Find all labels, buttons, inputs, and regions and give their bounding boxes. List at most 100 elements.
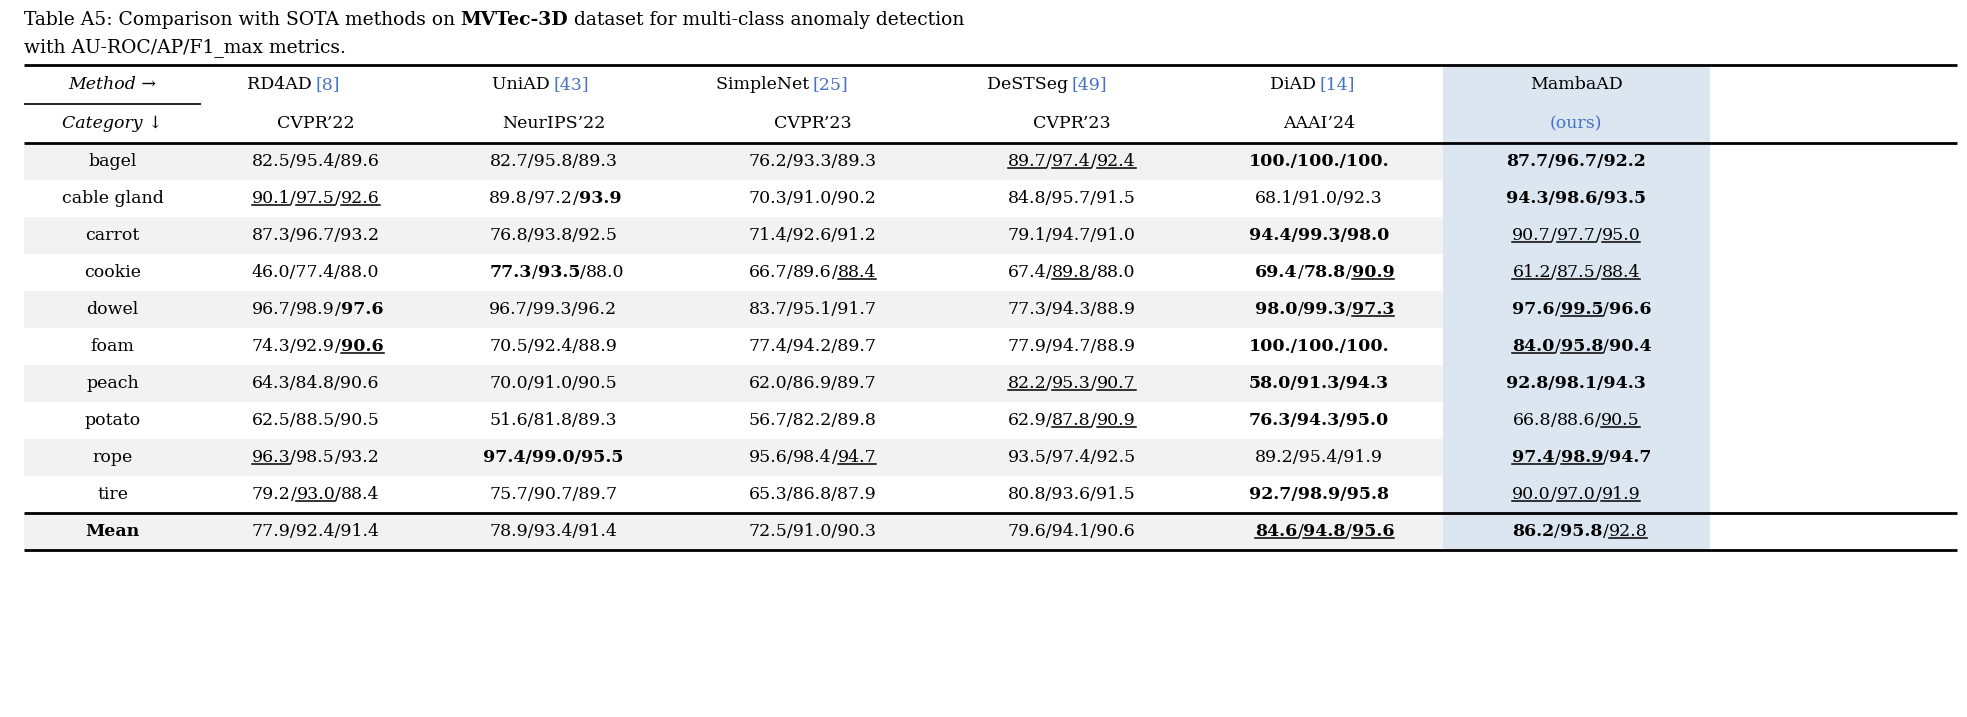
Text: /: / — [334, 449, 340, 466]
Text: 76.2/93.3/89.3: 76.2/93.3/89.3 — [747, 153, 877, 170]
Text: /: / — [1595, 486, 1601, 503]
Text: UniAD: UniAD — [492, 76, 553, 93]
Text: 70.3/91.0/90.2: 70.3/91.0/90.2 — [749, 190, 877, 207]
Text: 98.9: 98.9 — [1560, 449, 1603, 466]
Text: 58.0/91.3/94.3: 58.0/91.3/94.3 — [1249, 375, 1389, 392]
Text: /: / — [1298, 301, 1304, 318]
Text: 90.1: 90.1 — [252, 190, 291, 207]
Text: 98.5: 98.5 — [297, 449, 334, 466]
Text: 94.7: 94.7 — [1609, 449, 1652, 466]
Text: 87.3/96.7/93.2: 87.3/96.7/93.2 — [252, 227, 380, 244]
Text: /: / — [787, 449, 793, 466]
Bar — [1444, 254, 1709, 291]
Text: 82.2: 82.2 — [1007, 375, 1046, 392]
Text: 97.6: 97.6 — [1513, 301, 1554, 318]
Bar — [24, 291, 1444, 328]
Text: /: / — [291, 486, 297, 503]
Bar — [1444, 65, 1709, 143]
Text: 64.3/84.8/90.6: 64.3/84.8/90.6 — [252, 375, 380, 392]
Text: CVPR’22: CVPR’22 — [277, 115, 354, 132]
Text: /: / — [334, 301, 340, 318]
Text: 56.7/82.2/89.8: 56.7/82.2/89.8 — [749, 412, 877, 429]
Text: /: / — [1345, 301, 1351, 318]
Text: CVPR’23: CVPR’23 — [773, 115, 852, 132]
Text: 93.5/97.4/92.5: 93.5/97.4/92.5 — [1007, 449, 1135, 466]
Text: 65.3/86.8/87.9: 65.3/86.8/87.9 — [749, 486, 877, 503]
Text: 89.8: 89.8 — [490, 190, 527, 207]
Text: /: / — [334, 190, 340, 207]
Text: potato: potato — [85, 412, 142, 429]
Text: 62.9: 62.9 — [1007, 412, 1046, 429]
Text: RD4AD: RD4AD — [248, 76, 315, 93]
Text: 93.9: 93.9 — [578, 190, 622, 207]
Text: 97.6: 97.6 — [340, 301, 384, 318]
Text: /: / — [1046, 375, 1052, 392]
Text: 51.6/81.8/89.3: 51.6/81.8/89.3 — [490, 412, 618, 429]
Text: /: / — [1345, 264, 1351, 281]
Text: /: / — [1603, 449, 1609, 466]
Bar — [1444, 439, 1709, 476]
Text: /: / — [1595, 264, 1601, 281]
Text: 89.2/95.4/91.9: 89.2/95.4/91.9 — [1255, 449, 1383, 466]
Text: 97.7: 97.7 — [1556, 227, 1595, 244]
Text: /: / — [787, 264, 793, 281]
Text: 94.3/98.6/93.5: 94.3/98.6/93.5 — [1507, 190, 1646, 207]
Text: 90.4: 90.4 — [1609, 338, 1652, 355]
Bar — [1444, 291, 1709, 328]
Text: 97.2: 97.2 — [533, 190, 572, 207]
Text: /: / — [1046, 153, 1052, 170]
Text: 99.3: 99.3 — [1304, 301, 1345, 318]
Bar — [1444, 513, 1709, 550]
Text: /: / — [1046, 264, 1052, 281]
Bar — [24, 217, 1444, 254]
Text: 93.2: 93.2 — [340, 449, 380, 466]
Text: 93.0: 93.0 — [297, 486, 334, 503]
Text: 97.5: 97.5 — [297, 190, 334, 207]
Text: /: / — [1595, 412, 1601, 429]
Text: 68.1/91.0/92.3: 68.1/91.0/92.3 — [1255, 190, 1383, 207]
Text: 92.8/98.1/94.3: 92.8/98.1/94.3 — [1507, 375, 1646, 392]
Text: /: / — [531, 264, 537, 281]
Text: 95.8: 95.8 — [1560, 338, 1603, 355]
Text: /: / — [291, 449, 297, 466]
Text: 86.2: 86.2 — [1513, 523, 1554, 540]
Text: [49]: [49] — [1072, 76, 1107, 93]
Text: 95.6: 95.6 — [749, 449, 787, 466]
Text: 97.3: 97.3 — [1351, 301, 1395, 318]
Text: 88.4: 88.4 — [1601, 264, 1640, 281]
Text: /: / — [832, 264, 838, 281]
Text: /: / — [1554, 449, 1560, 466]
Bar — [24, 476, 1444, 513]
Text: 100./100./100.: 100./100./100. — [1249, 338, 1389, 355]
Text: 94.8: 94.8 — [1304, 523, 1345, 540]
Text: /: / — [1298, 523, 1304, 540]
Text: 96.7: 96.7 — [252, 301, 291, 318]
Text: with AU-ROC/AP/F1_max metrics.: with AU-ROC/AP/F1_max metrics. — [24, 38, 346, 57]
Text: 91.9: 91.9 — [1601, 486, 1640, 503]
Text: /: / — [1092, 264, 1098, 281]
Text: 92.8: 92.8 — [1609, 523, 1646, 540]
Text: SimpleNet: SimpleNet — [716, 76, 812, 93]
Text: 98.9: 98.9 — [297, 301, 334, 318]
Text: 97.4: 97.4 — [1052, 153, 1092, 170]
Text: [8]: [8] — [315, 76, 340, 93]
Text: /: / — [291, 190, 297, 207]
Bar — [24, 513, 1444, 550]
Text: /: / — [291, 301, 297, 318]
Bar — [24, 328, 1444, 365]
Text: 95.3: 95.3 — [1052, 375, 1092, 392]
Bar — [1444, 365, 1709, 402]
Text: 88.4: 88.4 — [838, 264, 875, 281]
Text: 90.9: 90.9 — [1098, 412, 1135, 429]
Text: /: / — [572, 190, 578, 207]
Text: 90.6: 90.6 — [340, 338, 384, 355]
Text: [14]: [14] — [1320, 76, 1355, 93]
Text: 100./100./100.: 100./100./100. — [1249, 153, 1389, 170]
Text: 76.8/93.8/92.5: 76.8/93.8/92.5 — [490, 227, 618, 244]
Text: 92.7/98.9/95.8: 92.7/98.9/95.8 — [1249, 486, 1389, 503]
Text: 78.9/93.4/91.4: 78.9/93.4/91.4 — [490, 523, 618, 540]
Text: carrot: carrot — [85, 227, 140, 244]
Text: /: / — [1092, 153, 1098, 170]
Text: 87.7/96.7/92.2: 87.7/96.7/92.2 — [1507, 153, 1646, 170]
Text: dowel: dowel — [87, 301, 138, 318]
